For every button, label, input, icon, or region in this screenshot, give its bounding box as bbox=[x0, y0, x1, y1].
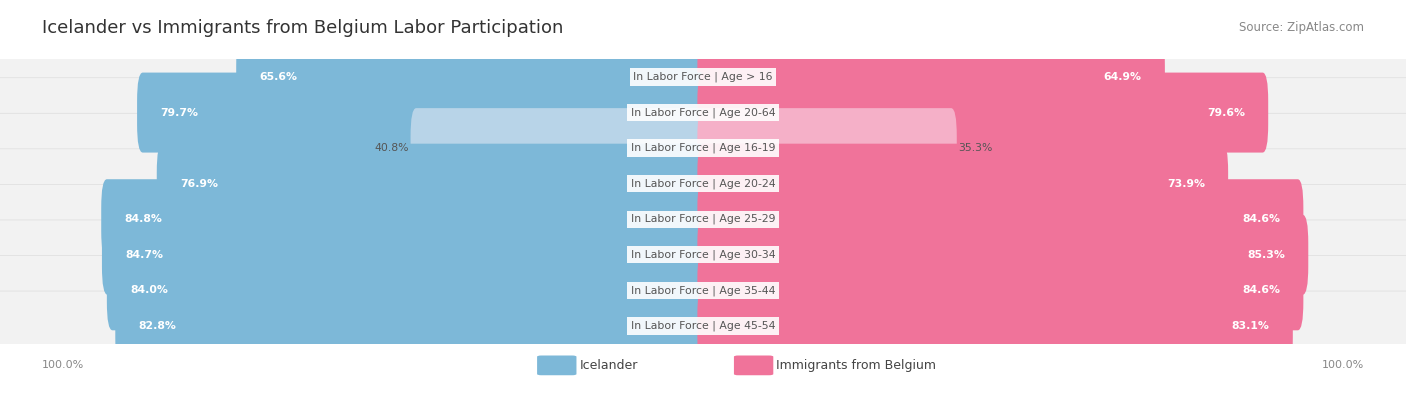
FancyBboxPatch shape bbox=[138, 73, 709, 152]
Text: 84.7%: 84.7% bbox=[125, 250, 163, 260]
FancyBboxPatch shape bbox=[101, 215, 709, 295]
Text: Icelander vs Immigrants from Belgium Labor Participation: Icelander vs Immigrants from Belgium Lab… bbox=[42, 19, 564, 37]
FancyBboxPatch shape bbox=[697, 37, 1166, 117]
Text: 85.3%: 85.3% bbox=[1247, 250, 1285, 260]
Text: In Labor Force | Age 25-29: In Labor Force | Age 25-29 bbox=[631, 214, 775, 224]
Text: 79.7%: 79.7% bbox=[160, 107, 198, 118]
Text: In Labor Force | Age 35-44: In Labor Force | Age 35-44 bbox=[631, 285, 775, 295]
FancyBboxPatch shape bbox=[0, 42, 1406, 112]
Text: Immigrants from Belgium: Immigrants from Belgium bbox=[776, 359, 936, 372]
Text: Source: ZipAtlas.com: Source: ZipAtlas.com bbox=[1239, 21, 1364, 34]
Text: In Labor Force | Age > 16: In Labor Force | Age > 16 bbox=[633, 72, 773, 82]
FancyBboxPatch shape bbox=[0, 78, 1406, 147]
Text: In Labor Force | Age 16-19: In Labor Force | Age 16-19 bbox=[631, 143, 775, 153]
FancyBboxPatch shape bbox=[697, 144, 1229, 224]
Text: Icelander: Icelander bbox=[579, 359, 638, 372]
FancyBboxPatch shape bbox=[0, 149, 1406, 218]
FancyBboxPatch shape bbox=[697, 286, 1294, 366]
Text: 65.6%: 65.6% bbox=[260, 72, 298, 82]
Text: 83.1%: 83.1% bbox=[1232, 321, 1270, 331]
Text: In Labor Force | Age 20-24: In Labor Force | Age 20-24 bbox=[631, 179, 775, 189]
FancyBboxPatch shape bbox=[697, 250, 1303, 330]
Text: 76.9%: 76.9% bbox=[180, 179, 218, 189]
FancyBboxPatch shape bbox=[697, 215, 1308, 295]
FancyBboxPatch shape bbox=[697, 179, 1303, 259]
FancyBboxPatch shape bbox=[107, 250, 709, 330]
Text: 100.0%: 100.0% bbox=[1322, 360, 1364, 371]
FancyBboxPatch shape bbox=[115, 286, 709, 366]
Text: In Labor Force | Age 45-54: In Labor Force | Age 45-54 bbox=[631, 321, 775, 331]
FancyBboxPatch shape bbox=[697, 108, 956, 188]
FancyBboxPatch shape bbox=[0, 256, 1406, 325]
Text: 84.0%: 84.0% bbox=[129, 285, 167, 295]
FancyBboxPatch shape bbox=[0, 184, 1406, 254]
Text: 35.3%: 35.3% bbox=[959, 143, 993, 153]
Text: 100.0%: 100.0% bbox=[42, 360, 84, 371]
FancyBboxPatch shape bbox=[0, 291, 1406, 361]
Text: 84.8%: 84.8% bbox=[125, 214, 162, 224]
FancyBboxPatch shape bbox=[0, 220, 1406, 290]
FancyBboxPatch shape bbox=[101, 179, 709, 259]
Text: 84.6%: 84.6% bbox=[1241, 214, 1281, 224]
Text: 73.9%: 73.9% bbox=[1167, 179, 1205, 189]
FancyBboxPatch shape bbox=[157, 144, 709, 224]
Text: 79.6%: 79.6% bbox=[1206, 107, 1246, 118]
Text: 82.8%: 82.8% bbox=[138, 321, 176, 331]
FancyBboxPatch shape bbox=[236, 37, 709, 117]
Text: In Labor Force | Age 30-34: In Labor Force | Age 30-34 bbox=[631, 250, 775, 260]
FancyBboxPatch shape bbox=[0, 113, 1406, 183]
Text: 84.6%: 84.6% bbox=[1241, 285, 1281, 295]
Text: In Labor Force | Age 20-64: In Labor Force | Age 20-64 bbox=[631, 107, 775, 118]
FancyBboxPatch shape bbox=[411, 108, 709, 188]
Text: 40.8%: 40.8% bbox=[374, 143, 409, 153]
Text: 64.9%: 64.9% bbox=[1104, 72, 1142, 82]
FancyBboxPatch shape bbox=[697, 73, 1268, 152]
